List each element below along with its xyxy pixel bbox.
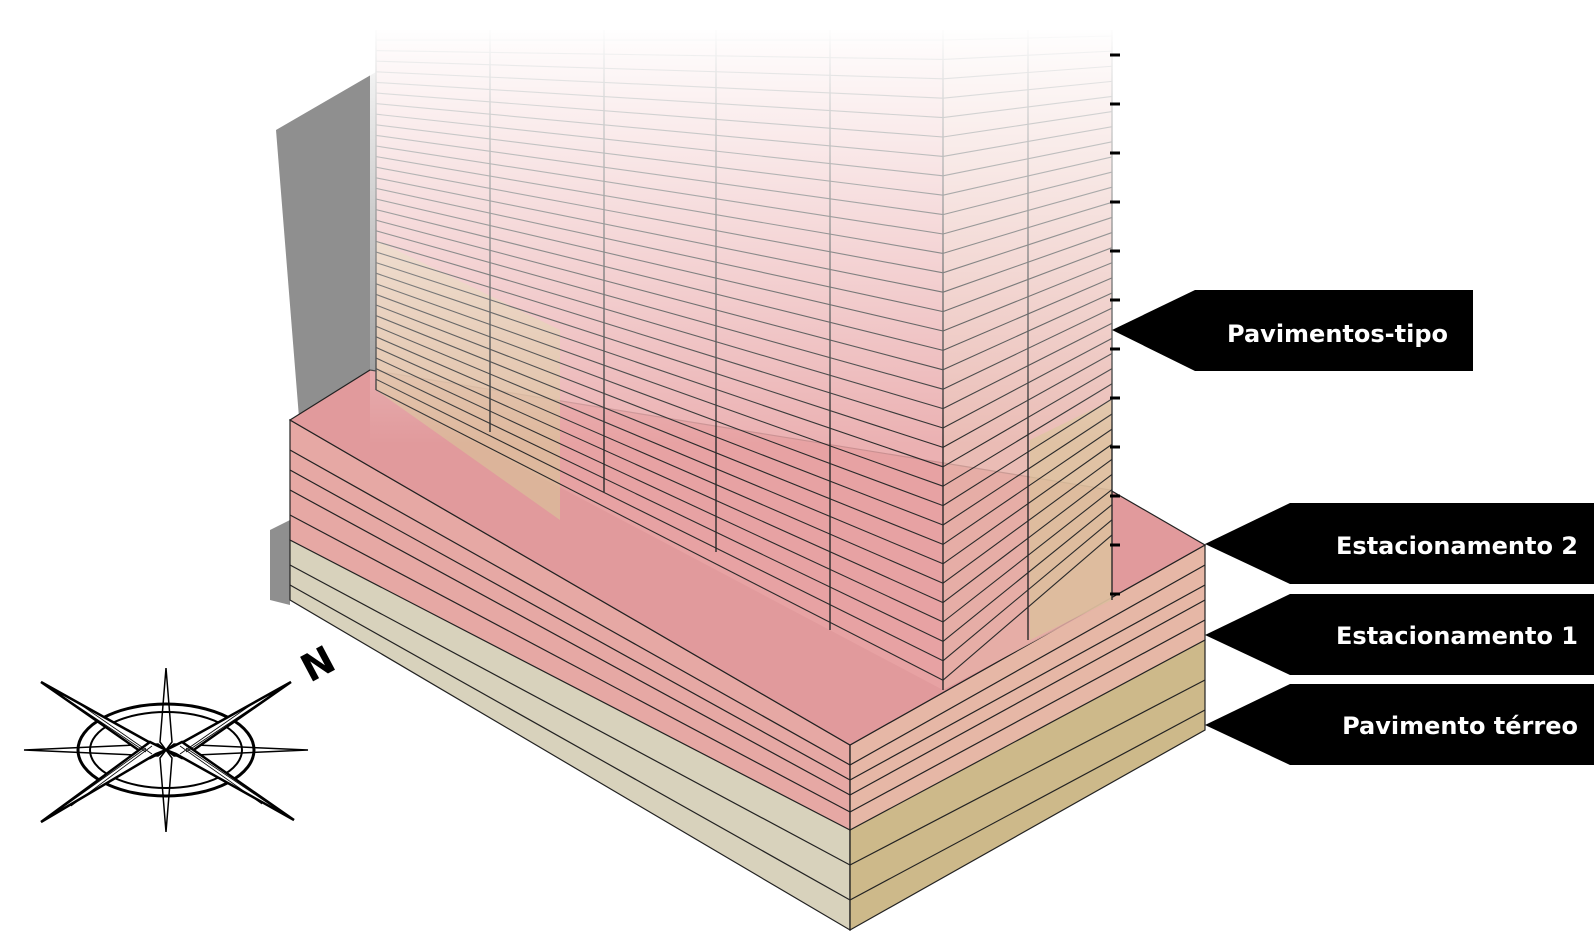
tower-fade bbox=[370, 25, 1120, 445]
label-pavimento-terreo-text: Pavimento térreo bbox=[1342, 712, 1578, 740]
label-pavimento-terreo: Pavimento térreo bbox=[1205, 684, 1594, 765]
tower-shadow bbox=[276, 72, 376, 440]
tower-tan-band-right bbox=[1030, 400, 1112, 640]
north-letter: N bbox=[294, 637, 343, 691]
tower bbox=[370, 25, 1120, 690]
label-estacionamento-1-text: Estacionamento 1 bbox=[1336, 622, 1578, 650]
label-estacionamento-2: Estacionamento 2 bbox=[1205, 503, 1594, 584]
podium-shadow bbox=[270, 520, 290, 605]
compass-rose-icon bbox=[23, 667, 309, 833]
label-estacionamento-2-text: Estacionamento 2 bbox=[1336, 532, 1578, 560]
label-estacionamento-1: Estacionamento 1 bbox=[1205, 594, 1594, 675]
label-pavimentos-tipo-text: Pavimentos-tipo bbox=[1227, 320, 1448, 348]
label-pavimentos-tipo: Pavimentos-tipo bbox=[1112, 290, 1473, 371]
